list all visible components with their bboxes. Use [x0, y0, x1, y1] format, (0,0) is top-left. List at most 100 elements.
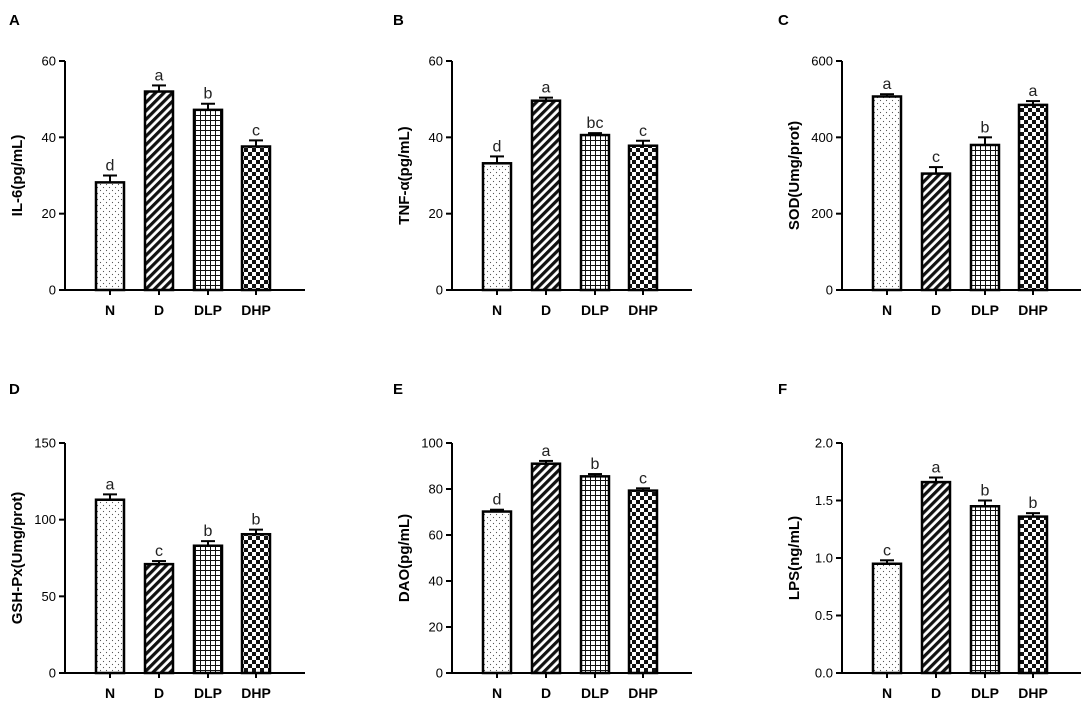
panel-letter: B	[393, 12, 404, 29]
x-category-label: DHP	[628, 685, 658, 701]
x-category-label: DHP	[241, 685, 271, 701]
x-category-label: DHP	[1018, 685, 1048, 701]
bar-d-diagonal	[920, 480, 952, 675]
y-tick-label: 0	[436, 283, 443, 298]
y-tick-label: 1.0	[815, 551, 833, 566]
y-tick-label: 0	[436, 666, 443, 681]
bar-dlp-grid	[969, 143, 1001, 292]
y-tick-label: 80	[429, 482, 443, 497]
y-axis-title: GSH-Px(Umg/prot)	[9, 492, 26, 625]
x-category-label: D	[541, 685, 551, 701]
panel-letter: D	[9, 381, 20, 398]
significance-label: c	[639, 123, 647, 140]
y-tick-label: 600	[811, 54, 833, 69]
significance-label: c	[639, 470, 647, 487]
bar-n-dotted	[871, 562, 903, 675]
x-category-label: DHP	[241, 302, 271, 318]
chart-panel-f: F LPS(ng/mL) 0.0 0.5 1.0 1.5 2.0 c Na Db DLP b DHP	[778, 381, 1081, 701]
y-tick-label: 0	[826, 283, 833, 298]
y-tick-label: 0.5	[815, 608, 833, 623]
significance-label: b	[1029, 495, 1038, 512]
x-category-label: N	[105, 302, 115, 318]
x-category-label: D	[931, 685, 941, 701]
y-tick-label: 60	[429, 528, 443, 543]
bar-n-dotted	[94, 181, 126, 292]
y-tick-label: 0	[49, 283, 56, 298]
bar-dhp-checker	[240, 532, 272, 675]
chart-panel-c: C SOD(Umg/prot) 0 200 400 600 a Nc Db DLP a DHP	[778, 12, 1081, 318]
bar-dhp-checker	[627, 489, 659, 675]
bar-n-dotted	[481, 162, 513, 292]
y-axis-title: TNF-α(pg/mL)	[396, 126, 413, 224]
bar-dhp-checker	[1017, 515, 1049, 675]
significance-label: a	[106, 476, 115, 493]
significance-label: bc	[587, 115, 604, 132]
y-tick-label: 150	[34, 436, 56, 451]
y-axis-title: DAO(pg/mL)	[396, 514, 413, 602]
bar-dlp-grid	[579, 475, 611, 675]
x-category-label: DLP	[971, 302, 999, 318]
chart-panel-e: E DAO(pg/mL) 0 20 40 60 80 100 d Na Db DLP c DHP	[393, 381, 692, 701]
y-tick-label: 1.5	[815, 493, 833, 508]
bar-n-dotted	[94, 498, 126, 675]
y-tick-label: 200	[811, 206, 833, 221]
bar-dlp-grid	[579, 133, 611, 292]
y-axis-title: LPS(ng/mL)	[786, 516, 803, 600]
bar-dlp-grid	[969, 505, 1001, 675]
x-category-label: N	[492, 685, 502, 701]
y-tick-label: 400	[811, 130, 833, 145]
bar-d-diagonal	[530, 462, 562, 675]
significance-label: c	[155, 543, 163, 560]
x-category-label: D	[154, 302, 164, 318]
x-category-label: DLP	[581, 302, 609, 318]
significance-label: c	[883, 542, 891, 559]
significance-label: b	[981, 119, 990, 136]
panel-letter: E	[393, 381, 403, 398]
y-tick-label: 40	[42, 130, 56, 145]
bar-dhp-checker	[627, 144, 659, 292]
y-tick-label: 50	[42, 589, 56, 604]
y-axis-title: IL-6(pg/mL)	[9, 135, 26, 217]
x-category-label: N	[882, 302, 892, 318]
significance-label: b	[591, 456, 600, 473]
y-tick-label: 20	[429, 620, 443, 635]
x-category-label: DLP	[581, 685, 609, 701]
bar-d-diagonal	[920, 172, 952, 292]
y-axis-title: SOD(Umg/prot)	[786, 121, 803, 230]
bar-dlp-grid	[192, 544, 224, 675]
x-category-label: DLP	[194, 302, 222, 318]
significance-label: a	[1029, 83, 1038, 100]
bar-dhp-checker	[1017, 103, 1049, 292]
bar-d-diagonal	[530, 99, 562, 292]
bar-n-dotted	[481, 510, 513, 675]
y-tick-label: 40	[429, 130, 443, 145]
y-tick-label: 0	[49, 666, 56, 681]
x-category-label: N	[105, 685, 115, 701]
y-tick-label: 0.0	[815, 666, 833, 681]
x-category-label: DHP	[1018, 302, 1048, 318]
significance-label: b	[204, 86, 213, 103]
panel-letter: F	[778, 381, 787, 398]
significance-label: b	[981, 483, 990, 500]
y-tick-label: 2.0	[815, 436, 833, 451]
significance-label: a	[883, 76, 892, 93]
bar-n-dotted	[871, 95, 903, 292]
y-tick-label: 100	[34, 512, 56, 527]
x-category-label: D	[154, 685, 164, 701]
significance-label: a	[542, 80, 551, 97]
y-tick-label: 20	[429, 206, 443, 221]
x-category-label: N	[882, 685, 892, 701]
significance-label: a	[155, 67, 164, 84]
y-tick-label: 100	[421, 436, 443, 451]
significance-label: b	[204, 523, 213, 540]
x-category-label: DLP	[194, 685, 222, 701]
significance-label: d	[493, 492, 502, 509]
significance-label: b	[252, 512, 261, 529]
bar-dhp-checker	[240, 145, 272, 292]
panel-letter: A	[9, 12, 20, 29]
bar-dlp-grid	[192, 108, 224, 292]
x-category-label: DHP	[628, 302, 658, 318]
bar-d-diagonal	[143, 562, 175, 675]
y-tick-label: 60	[42, 54, 56, 69]
